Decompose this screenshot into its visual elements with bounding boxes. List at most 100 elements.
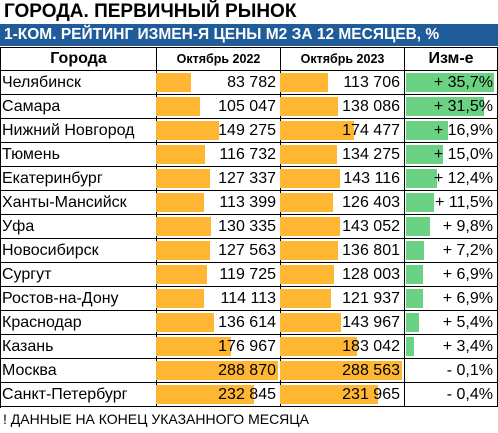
city-name: Ханты-Мансийск	[0, 191, 157, 215]
change-value: + 15,0%	[433, 146, 493, 163]
price-value-oct2023: 143 116	[343, 170, 400, 187]
change-bar	[406, 145, 443, 164]
price-bar-oct2023	[280, 169, 340, 188]
change-cell: + 5,4%	[404, 311, 498, 335]
price-value-oct2023: 231 965	[342, 386, 400, 403]
change-value: + 11,5%	[435, 194, 493, 211]
change-cell: + 6,9%	[404, 263, 498, 287]
price-cell-oct2023: 231 965	[280, 383, 405, 407]
price-value-oct2023: 121 937	[342, 290, 400, 307]
price-bar-oct2022	[156, 169, 210, 188]
change-cell: + 6,9%	[404, 287, 498, 311]
city-name: Нижний Новгород	[0, 119, 157, 143]
price-cell-oct2023: 138 086	[280, 95, 405, 119]
table-row: Казань 176 967 183 042 + 3,4%	[0, 335, 498, 359]
change-bar	[406, 121, 448, 140]
price-cell-oct2022: 105 047	[156, 95, 281, 119]
price-value-oct2022: 119 725	[219, 266, 276, 283]
price-bar-oct2022	[156, 385, 254, 404]
price-bar-oct2022	[156, 193, 204, 212]
change-bar	[406, 313, 419, 332]
price-bar-oct2023	[280, 265, 334, 284]
price-value-oct2022: 149 275	[218, 122, 276, 139]
column-header-oct2022: Октябрь 2022	[156, 47, 281, 71]
price-cell-oct2022: 114 113	[156, 287, 281, 311]
table-row: Нижний Новгород 149 275 174 477 + 16,9%	[0, 119, 498, 143]
price-cell-oct2022: 149 275	[156, 119, 281, 143]
table-subtitle: 1-КОМ. РЕЙТИНГ ИЗМЕН-Я ЦЕНЫ М2 ЗА 12 МЕС…	[0, 24, 498, 46]
change-bar	[406, 217, 430, 236]
change-bar	[406, 73, 494, 92]
table-row: Тюмень 116 732 134 275 + 15,0%	[0, 143, 498, 167]
table-row: Новосибирск 127 563 136 801 + 7,2%	[0, 239, 498, 263]
table-row: Уфа 130 335 143 052 + 9,8%	[0, 215, 498, 239]
price-cell-oct2023: 136 801	[280, 239, 405, 263]
table-row: Краснодар 136 614 143 967 + 5,4%	[0, 311, 498, 335]
change-bar	[406, 265, 423, 284]
change-value: + 6,9%	[442, 290, 493, 307]
city-name: Санкт-Петербург	[0, 383, 157, 407]
change-cell: + 35,7%	[404, 71, 498, 95]
price-bar-oct2023	[280, 193, 333, 212]
price-cell-oct2023: 288 563	[280, 359, 405, 383]
price-value-oct2023: 126 403	[342, 194, 400, 211]
price-value-oct2023: 134 275	[342, 146, 400, 163]
price-bar-oct2023	[280, 217, 340, 236]
price-value-oct2023: 183 042	[342, 338, 400, 355]
change-value: + 16,9%	[433, 122, 493, 139]
city-name: Москва	[0, 359, 157, 383]
price-bar-oct2023	[280, 121, 354, 140]
price-value-oct2022: 176 967	[218, 338, 276, 355]
price-value-oct2022: 130 335	[218, 218, 276, 235]
price-bar-oct2022	[156, 217, 211, 236]
change-cell: - 0,4%	[404, 383, 498, 407]
price-bar-oct2022	[156, 145, 205, 164]
price-cell-oct2022: 176 967	[156, 335, 281, 359]
price-cell-oct2023: 143 967	[280, 311, 405, 335]
city-name: Казань	[0, 335, 157, 359]
price-cell-oct2022: 116 732	[156, 143, 281, 167]
change-cell: + 31,5%	[404, 95, 498, 119]
price-value-oct2023: 143 052	[342, 218, 400, 235]
change-bar	[406, 289, 423, 308]
table-row: Ханты-Мансийск 113 399 126 403 + 11,5%	[0, 191, 498, 215]
price-value-oct2023: 128 003	[342, 266, 400, 283]
price-bar-oct2022	[156, 73, 191, 92]
change-cell: + 7,2%	[404, 239, 498, 263]
city-name: Тюмень	[0, 143, 157, 167]
price-cell-oct2022: 113 399	[156, 191, 281, 215]
price-bar-oct2022	[156, 121, 219, 140]
change-value: + 7,2%	[442, 242, 493, 259]
price-cell-oct2022: 136 614	[156, 311, 281, 335]
column-header-city: Города	[0, 47, 157, 71]
price-bar-oct2023	[280, 289, 331, 308]
price-value-oct2023: 288 563	[342, 362, 400, 379]
price-cell-oct2023: 121 937	[280, 287, 405, 311]
price-cell-oct2022: 130 335	[156, 215, 281, 239]
price-cell-oct2022: 127 337	[156, 167, 281, 191]
column-header-change: Изм-е	[404, 47, 498, 71]
change-bar	[406, 241, 424, 260]
price-bar-oct2023	[280, 145, 337, 164]
price-bar-oct2023	[280, 97, 338, 116]
price-bar-oct2022	[156, 289, 204, 308]
price-cell-oct2022: 288 870	[156, 359, 281, 383]
change-bar	[406, 193, 434, 212]
change-bar	[406, 337, 414, 356]
table-row: Самара 105 047 138 086 + 31,5%	[0, 95, 498, 119]
change-value: + 5,4%	[442, 314, 493, 331]
change-cell: + 9,8%	[404, 215, 498, 239]
price-bar-oct2022	[156, 265, 207, 284]
price-bar-oct2022	[156, 97, 200, 116]
price-bar-oct2023	[280, 241, 338, 260]
price-value-oct2022: 105 047	[218, 98, 276, 115]
price-value-oct2022: 288 870	[218, 362, 276, 379]
price-value-oct2023: 113 706	[343, 74, 400, 91]
price-cell-oct2022: 83 782	[156, 71, 281, 95]
price-cell-oct2023: 134 275	[280, 143, 405, 167]
price-bar-oct2023	[280, 337, 357, 356]
price-value-oct2022: 113 399	[219, 194, 276, 211]
change-cell: + 16,9%	[404, 119, 498, 143]
price-value-oct2023: 143 967	[342, 314, 400, 331]
